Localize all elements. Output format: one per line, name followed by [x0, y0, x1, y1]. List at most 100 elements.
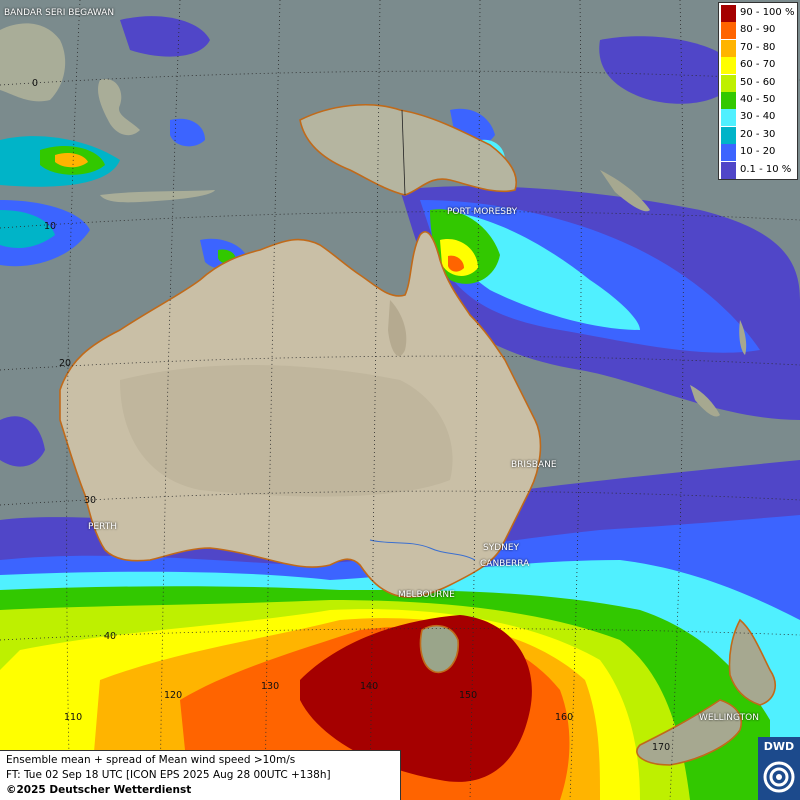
city-canberra: CANBERRA [480, 559, 530, 569]
city-sydney: SYDNEY [483, 543, 520, 553]
lat-label-20: 20 [59, 358, 72, 369]
new-guinea [300, 104, 517, 195]
field-borneo-patch [120, 16, 210, 57]
landmasses [0, 23, 776, 765]
caption-copyright: ©2025 Deutscher Wetterdienst [6, 784, 192, 796]
graticule-lon-170 [669, 0, 684, 800]
lon-label-110: 110 [64, 712, 83, 723]
nz-south-island [636, 700, 742, 765]
legend-item: 10 - 20 [721, 144, 797, 162]
dwd-swirl-icon [763, 761, 795, 793]
legend-swatch [721, 22, 736, 40]
tasmania [420, 625, 459, 673]
lon-label-130: 130 [261, 681, 280, 692]
field-sulawesi-patch [170, 118, 205, 147]
murray-river [369, 539, 476, 561]
australia-interior [120, 365, 453, 497]
lon-label-160: 160 [555, 712, 574, 723]
legend-swatch [721, 109, 736, 127]
graticule-lon-110 [66, 0, 81, 800]
legend-label: 30 - 40 [740, 111, 776, 123]
field-pacific-north [599, 36, 740, 104]
legend-swatch [721, 144, 736, 162]
borneo [0, 23, 66, 102]
field-north-west-peak [55, 152, 88, 168]
legend-label: 10 - 20 [740, 146, 776, 158]
graticule-lat-0 [0, 70, 800, 86]
legend-swatch [721, 92, 736, 109]
legend-swatch [721, 39, 736, 57]
caption-forecast-time: FT: Tue 02 Sep 18 UTC [ICON EPS 2025 Aug… [6, 769, 331, 781]
lon-label-120: 120 [164, 690, 183, 701]
lat-label-0: 0 [32, 78, 39, 89]
legend-label: 20 - 30 [740, 128, 776, 140]
lat-label-30: 30 [84, 495, 97, 506]
graticule-lat-30 [0, 490, 800, 506]
legend-item: 70 - 80 [721, 39, 797, 57]
legend-item: 40 - 50 [721, 92, 797, 109]
legend-label: 0.1 - 10 % [740, 163, 792, 175]
legend: 90 - 100 % 80 - 90 70 - 80 60 - 70 50 - 60 40… [718, 2, 798, 180]
graticule-lon-130 [264, 0, 281, 800]
graticule-lon-150 [469, 0, 481, 800]
nz-north-island [729, 620, 776, 705]
coastlines [59, 104, 776, 766]
legend-swatch [721, 74, 736, 92]
graticule-lon-140 [369, 0, 381, 800]
legend-label: 40 - 50 [740, 94, 776, 105]
legend-item: 50 - 60 [721, 74, 797, 92]
legend-label: 90 - 100 % [740, 7, 795, 18]
city-wellington: WELLINGTON [699, 713, 759, 723]
legend-item: 20 - 30 [721, 126, 797, 144]
field-west-band-core [0, 210, 55, 248]
city-perth: PERTH [88, 522, 117, 532]
field-west-coast [0, 416, 45, 467]
vanuatu [739, 320, 747, 355]
legend-item: 80 - 90 [721, 22, 797, 40]
city-brisbane: BRISBANE [511, 460, 557, 470]
tasmania-coast [419, 624, 459, 674]
new-caledonia [690, 385, 720, 417]
legend-item: 60 - 70 [721, 57, 797, 75]
lon-label-150: 150 [459, 690, 478, 701]
legend-item: 30 - 40 [721, 109, 797, 127]
legend-swatch [721, 5, 736, 22]
legend-item: 90 - 100 % [721, 5, 797, 22]
graticule-lon-160 [569, 0, 582, 800]
sulawesi [97, 79, 140, 136]
new-guinea-coast [299, 104, 517, 196]
city-port-moresby: PORT MORESBY [447, 207, 518, 217]
legend-swatch [721, 126, 736, 144]
graticule-lat-10 [0, 211, 800, 229]
nz-north-coast [728, 618, 776, 706]
graticule-lon-120 [159, 0, 181, 800]
legend-label: 50 - 60 [740, 76, 776, 88]
nz-south-coast [636, 699, 742, 766]
lon-label-140: 140 [360, 681, 379, 692]
lat-label-10: 10 [44, 221, 57, 232]
solomon-islands [600, 170, 650, 212]
dwd-logo: DWD [758, 737, 800, 800]
city-bandar-seri-begawan: BANDAR SERI BEGAWAN [4, 8, 115, 18]
graticule-lat-40 [0, 628, 800, 641]
lesser-sunda [100, 190, 215, 203]
australia-coast [59, 231, 542, 598]
cape-york-shade [388, 300, 407, 357]
caption-title: Ensemble mean + spread of Mean wind spee… [6, 754, 296, 766]
field-coral-sea-orange [448, 255, 464, 272]
lon-label-170: 170 [652, 742, 671, 753]
png-border [401, 109, 406, 196]
field-90-100 [300, 615, 532, 782]
legend-label: 70 - 80 [740, 41, 776, 53]
legend-item: 0.1 - 10 % [721, 161, 797, 179]
caption-box: Ensemble mean + spread of Mean wind spee… [0, 750, 401, 800]
legend-label: 60 - 70 [740, 59, 776, 71]
lat-label-40: 40 [104, 631, 117, 642]
legend-swatch [721, 57, 736, 75]
legend-swatch [721, 161, 736, 179]
graticule-lat-20 [0, 355, 800, 371]
dwd-logo-text: DWD [763, 740, 795, 753]
city-melbourne: MELBOURNE [398, 590, 455, 600]
